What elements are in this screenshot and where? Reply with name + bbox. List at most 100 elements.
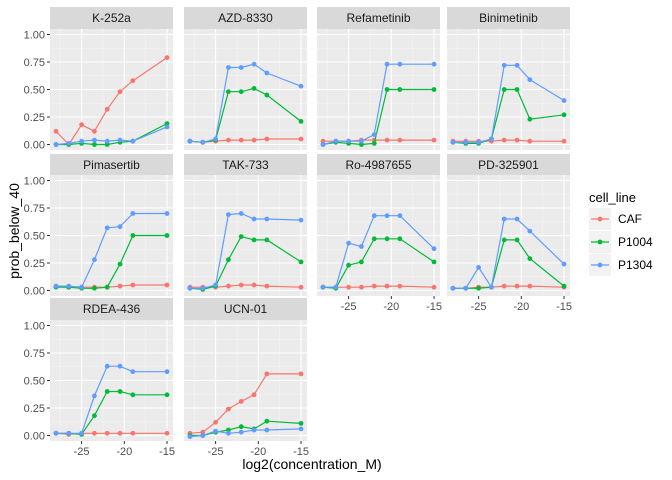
data-point-p1304 [226,212,231,218]
data-point-p1004 [431,259,437,265]
facet-strip [317,154,440,176]
data-point-p1304 [130,369,136,375]
data-point-caf [384,137,390,143]
data-point-caf [238,282,244,288]
data-point-p1304 [164,124,170,130]
data-point-caf [79,122,85,128]
data-point-caf [501,283,507,289]
data-point-p1004 [561,112,567,118]
data-point-p1004 [431,87,437,92]
data-point-p1304 [264,216,270,222]
data-point-caf [200,429,206,435]
data-point-p1304 [476,139,482,145]
data-point-p1304 [130,138,136,144]
facet-title: Binimetinib [479,11,538,25]
data-point-caf [104,430,110,436]
data-point-p1304 [104,225,110,231]
data-point-caf [164,430,170,436]
y-tick-label: 0.50 [24,85,45,97]
facet-title: AZD-8330 [218,11,273,25]
data-point-p1304 [527,228,533,234]
y-tick-label: 1.00 [24,321,45,333]
facet-panel: AZD-8330 [184,7,307,150]
data-point-caf [346,284,352,290]
facet-strip [50,154,173,176]
x-tick-label: -15 [159,446,175,458]
data-point-p1304 [320,142,326,147]
data-point-p1304 [104,363,110,369]
facet-strip [317,7,440,29]
data-point-p1004 [251,86,257,91]
data-point-caf [397,137,403,143]
data-point-caf [431,137,437,143]
data-point-caf [251,137,257,143]
y-tick-label: 0.00 [24,431,45,443]
legend-title: cell_line [589,190,636,205]
data-point-p1304 [187,434,193,439]
y-tick-label: 0.75 [24,57,45,69]
data-point-caf [359,284,364,290]
data-point-p1004 [476,285,482,291]
data-point-p1004 [298,421,304,426]
data-point-caf [226,406,231,412]
data-point-p1304 [346,240,352,246]
data-point-p1004 [371,236,377,242]
data-point-caf [514,283,520,289]
data-point-caf [298,371,304,377]
data-point-p1304 [238,65,244,70]
data-point-p1004 [298,119,304,124]
data-point-caf [251,392,257,398]
data-point-caf [130,430,136,436]
legend-label: P1004 [618,235,653,249]
data-point-caf [226,283,231,289]
x-tick-label: -25 [341,301,357,313]
data-point-p1004 [264,92,270,98]
data-point-p1004 [104,389,110,394]
data-point-p1304 [200,433,206,438]
data-point-p1004 [371,141,377,146]
panels-layer: K-252a 0.00 0.25 0.50 0.75 1.00 AZD-8330 Refame… [24,7,572,458]
data-point-p1004 [359,142,364,147]
data-point-p1304 [431,246,437,252]
data-point-p1304 [384,61,390,67]
data-point-caf [130,78,136,84]
facet-panel: Pimasertib 0.00 0.25 0.50 0.75 1.00 [24,154,173,298]
data-point-p1304 [92,393,97,399]
data-point-caf [371,283,377,289]
data-point-p1004 [264,418,270,424]
x-tick-label: -25 [208,446,224,458]
data-point-p1004 [226,257,231,263]
data-point-p1304 [213,136,219,142]
data-point-caf [298,136,304,142]
data-point-p1304 [397,213,403,219]
x-tick-label: -25 [74,446,90,458]
data-point-p1304 [79,430,85,436]
data-point-p1004 [117,389,123,394]
facet-title: TAK-733 [222,158,269,172]
data-point-p1004 [104,284,110,290]
data-point-caf [431,284,437,290]
data-point-p1304 [66,430,72,436]
data-point-p1304 [79,138,85,144]
data-point-caf [226,137,231,143]
data-point-p1004 [384,87,390,92]
y-tick-label: 1.00 [24,30,45,42]
facet-strip [50,7,173,29]
facet-strip [50,298,173,320]
y-tick-label: 0.00 [24,140,45,152]
legend-item: P1304 [589,254,653,276]
facet-panel: RDEA-436 0.00 0.25 0.50 0.75 1.00 -25 -20 -15 [24,298,175,458]
legend-key-point [597,239,603,245]
data-point-p1304 [346,138,352,144]
data-point-p1304 [450,139,456,145]
data-point-p1004 [514,87,520,92]
data-point-caf [251,282,257,288]
data-point-p1304 [251,61,257,67]
y-tick-label: 0.75 [24,203,45,215]
x-tick-label: -15 [293,446,309,458]
data-point-p1004 [104,142,110,147]
facet-panel: Binimetinib [447,7,570,150]
data-point-p1004 [117,261,123,267]
data-point-p1304 [501,62,507,68]
data-point-p1304 [251,216,257,222]
